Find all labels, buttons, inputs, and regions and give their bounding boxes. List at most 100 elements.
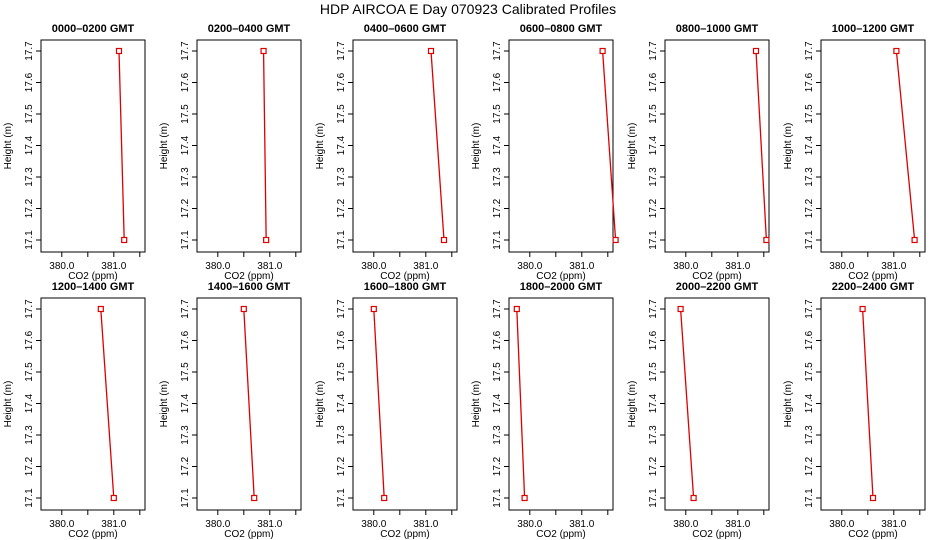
x-tick-label: 381.0 — [413, 519, 438, 530]
y-axis-label: Height (m) — [627, 123, 638, 170]
y-tick-label: 17.7 — [804, 41, 815, 61]
y-tick-label: 17.1 — [804, 230, 815, 250]
x-axis-label: CO2 (ppm) — [692, 529, 741, 540]
y-tick-label: 17.6 — [180, 72, 191, 92]
x-tick-label: 381.0 — [725, 261, 750, 272]
y-tick-label: 17.2 — [24, 198, 35, 218]
y-tick-label: 17.5 — [648, 104, 659, 124]
y-tick-label: 17.5 — [180, 362, 191, 382]
panel-title: 0000–0200 GMT — [52, 23, 135, 35]
panel-3: 0400–0600 GMT 17.1 17.2 17.3 17.4 17.5 17.6 17.… — [315, 23, 458, 282]
y-tick-label: 17.7 — [336, 299, 347, 319]
panel-4: 0600–0800 GMT 17.1 17.2 17.3 17.4 17.5 17.6 17.… — [471, 23, 619, 282]
data-point — [121, 236, 128, 244]
plot-frame — [40, 297, 146, 511]
y-tick-label: 17.6 — [336, 330, 347, 350]
y-tick-label: 17.3 — [648, 167, 659, 187]
y-tick-label: 17.6 — [648, 330, 659, 350]
y-tick-label: 17.2 — [648, 456, 659, 476]
y-tick-label: 17.4 — [804, 393, 815, 413]
y-tick-label: 17.7 — [24, 41, 35, 61]
x-axis-label: CO2 (ppm) — [224, 271, 273, 282]
y-tick-label: 17.7 — [804, 299, 815, 319]
panel-title: 0800–1000 GMT — [676, 23, 759, 35]
x-tick-label: 380.0 — [673, 261, 698, 272]
y-tick-label: 17.3 — [804, 425, 815, 445]
plot-frame — [508, 297, 614, 511]
y-tick-label: 17.3 — [24, 167, 35, 187]
y-tick-label: 17.5 — [24, 104, 35, 124]
data-point — [260, 47, 267, 55]
profile-line — [679, 308, 695, 499]
profile-line — [516, 308, 526, 499]
panel-title: 0400–0600 GMT — [364, 23, 447, 35]
y-tick-label: 17.6 — [492, 330, 503, 350]
plot-frame — [820, 39, 926, 253]
y-tick-label: 17.4 — [804, 135, 815, 155]
y-tick-label: 17.5 — [492, 104, 503, 124]
profile-line — [243, 308, 255, 499]
panel-title: 1400–1600 GMT — [208, 281, 291, 293]
x-tick-label: 380.0 — [361, 519, 386, 530]
panel-5: 0800–1000 GMT 17.1 17.2 17.3 17.4 17.5 17.6 17.… — [627, 23, 770, 282]
profile-line — [118, 50, 125, 241]
y-tick-label: 17.1 — [180, 230, 191, 250]
y-tick-label: 17.4 — [336, 393, 347, 413]
y-tick-label: 17.3 — [336, 167, 347, 187]
x-tick-label: 380.0 — [829, 519, 854, 530]
panel-title: 1200–1400 GMT — [52, 281, 135, 293]
y-tick-label: 17.2 — [24, 456, 35, 476]
profile-line — [755, 50, 768, 241]
data-point — [677, 305, 684, 313]
y-tick-label: 17.4 — [24, 135, 35, 155]
y-tick-label: 17.1 — [648, 230, 659, 250]
y-tick-label: 17.1 — [492, 230, 503, 250]
y-tick-label: 17.5 — [24, 362, 35, 382]
profile-line — [430, 50, 445, 241]
y-tick-label: 17.4 — [492, 135, 503, 155]
plot-frame — [352, 297, 458, 511]
y-tick-label: 17.6 — [180, 330, 191, 350]
x-tick-label: 381.0 — [101, 519, 126, 530]
panel-1: 0000–0200 GMT 17.1 17.2 17.3 17.4 17.5 17.6 17.… — [3, 23, 146, 282]
y-tick-label: 17.7 — [336, 41, 347, 61]
y-tick-label: 17.2 — [492, 198, 503, 218]
y-tick-label: 17.6 — [804, 72, 815, 92]
y-axis-label: Height (m) — [315, 381, 326, 428]
y-tick-label: 17.7 — [492, 41, 503, 61]
y-tick-label: 17.3 — [492, 425, 503, 445]
y-tick-label: 17.2 — [180, 198, 191, 218]
panel-title: 2000–2200 GMT — [676, 281, 759, 293]
profile-line — [100, 308, 115, 499]
panel-title: 2200–2400 GMT — [832, 281, 915, 293]
x-tick-label: 381.0 — [257, 519, 282, 530]
panel-11: 2000–2200 GMT 17.1 17.2 17.3 17.4 17.5 17.6 17.… — [627, 281, 770, 540]
y-axis-label: Height (m) — [3, 123, 14, 170]
data-point — [752, 47, 760, 55]
plot-frame — [820, 297, 926, 511]
y-tick-label: 17.4 — [648, 393, 659, 413]
y-axis-label: Height (m) — [315, 123, 326, 170]
y-tick-label: 17.1 — [336, 230, 347, 250]
x-axis-label: CO2 (ppm) — [536, 529, 585, 540]
y-axis-label: Height (m) — [159, 381, 170, 428]
profile-line — [601, 50, 617, 241]
x-tick-label: 381.0 — [569, 519, 594, 530]
x-tick-label: 381.0 — [101, 261, 126, 272]
y-axis-label: Height (m) — [627, 381, 638, 428]
x-tick-label: 380.0 — [517, 261, 542, 272]
data-point — [115, 47, 123, 55]
x-axis-label: CO2 (ppm) — [536, 271, 585, 282]
y-tick-label: 17.6 — [336, 72, 347, 92]
y-axis-label: Height (m) — [783, 381, 794, 428]
y-tick-label: 17.7 — [180, 299, 191, 319]
x-axis-label: CO2 (ppm) — [692, 271, 741, 282]
panel-6: 1000–1200 GMT 17.1 17.2 17.3 17.4 17.5 17.6 17.… — [783, 23, 926, 282]
x-tick-label: 380.0 — [673, 519, 698, 530]
y-tick-label: 17.3 — [648, 425, 659, 445]
y-tick-label: 17.2 — [492, 456, 503, 476]
data-point — [263, 236, 270, 244]
y-tick-label: 17.5 — [492, 362, 503, 382]
y-tick-label: 17.7 — [24, 299, 35, 319]
y-tick-label: 17.5 — [804, 362, 815, 382]
